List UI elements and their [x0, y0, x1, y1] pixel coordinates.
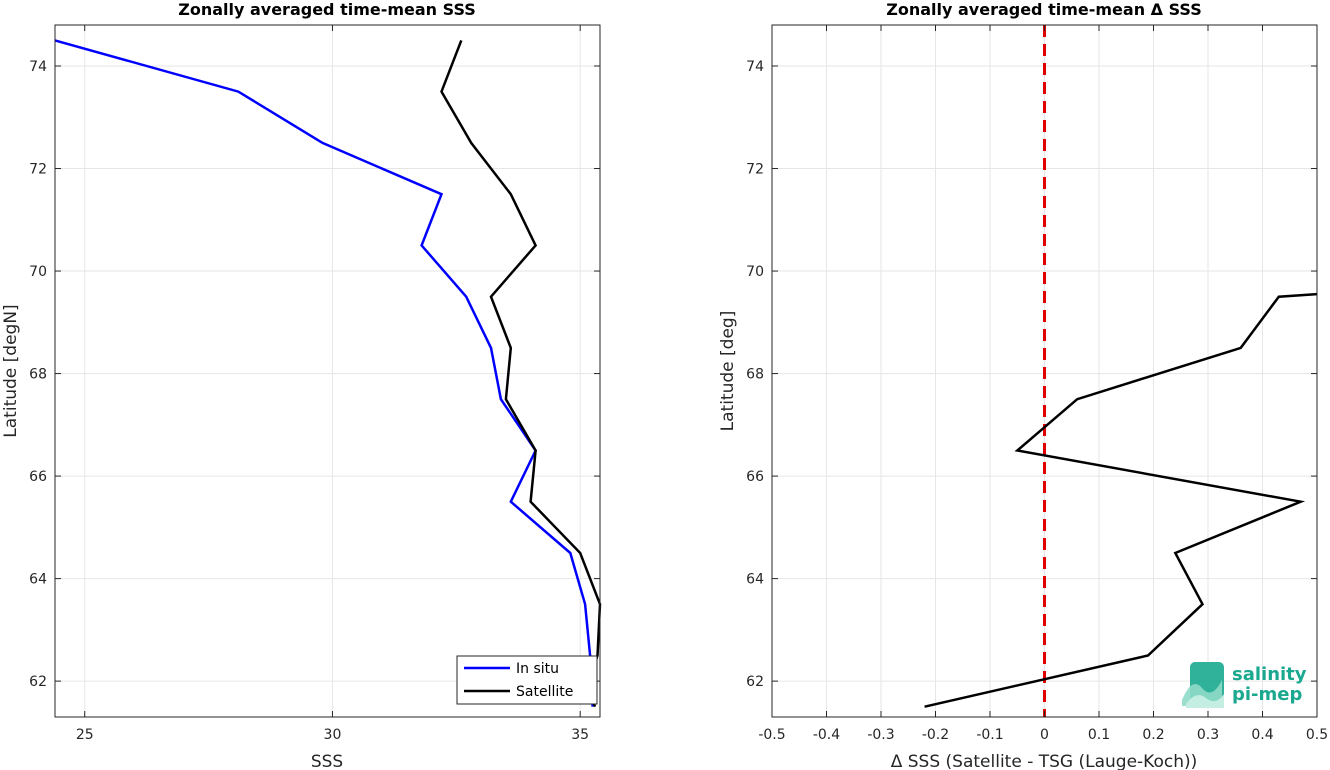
right-y-tick-label: 68: [746, 367, 764, 383]
left-satellite-line: [440, 39, 602, 708]
right-y-tick-label: 74: [746, 59, 764, 75]
logo-text-line2: pi-mep: [1232, 684, 1302, 705]
logo-text-line1: salinity: [1232, 664, 1307, 685]
left-in-situ-line: [54, 39, 594, 707]
right-chart: -0.5 -0.4 -0.3 -0.2 -0.1 0 0.1 0.2 0.3 0.4 0.5 62 64…: [718, 0, 1328, 770]
left-y-tick-label: 70: [29, 264, 47, 280]
right-x-tick-label: -0.5: [758, 727, 785, 743]
left-tick-marks: 25 30 35 62 64 66 68 70 72 74: [29, 25, 600, 743]
right-x-tick-label: 0.5: [1306, 727, 1328, 743]
right-y-tick-label: 72: [746, 162, 764, 178]
left-x-tick-label: 25: [76, 727, 94, 743]
right-x-tick-label: 0.1: [1088, 727, 1110, 743]
right-x-tick-label: -0.4: [813, 727, 840, 743]
left-chart: 25 30 35 62 64 66 68 70 72 74 Zonally averaged ti…: [1, 0, 602, 770]
wave-logo-icon: [1182, 662, 1224, 708]
right-y-tick-label: 62: [746, 674, 764, 690]
right-x-tick-label: 0.2: [1142, 727, 1164, 743]
left-chart-title: Zonally averaged time-mean SSS: [178, 0, 476, 19]
right-series-0-line: [924, 292, 1318, 708]
legend-box: [456, 655, 598, 705]
left-y-tick-label: 66: [29, 469, 47, 485]
legend-satellite-label: Satellite: [516, 684, 573, 700]
left-legend: In situ Satellite: [456, 655, 598, 705]
legend-in-situ-label: In situ: [516, 661, 559, 677]
left-y-tick-label: 74: [29, 59, 47, 75]
right-y-tick-label: 64: [746, 572, 764, 588]
right-x-tick-label: -0.2: [922, 727, 949, 743]
left-y-tick-label: 62: [29, 674, 47, 690]
left-x-tick-label: 30: [324, 727, 342, 743]
right-x-tick-label: 0.4: [1251, 727, 1273, 743]
right-x-tick-label: 0: [1040, 727, 1049, 743]
left-y-tick-label: 72: [29, 162, 47, 178]
right-x-tick-label: -0.1: [976, 727, 1003, 743]
right-tick-marks: -0.5 -0.4 -0.3 -0.2 -0.1 0 0.1 0.2 0.3 0.4 0.5 62 64…: [746, 25, 1328, 743]
left-plot-area: [55, 25, 600, 717]
right-y-tick-label: 70: [746, 264, 764, 280]
right-y-tick-label: 66: [746, 469, 764, 485]
left-y-tick-label: 68: [29, 367, 47, 383]
left-y-axis-label: Latitude [degN]: [1, 304, 21, 437]
left-x-tick-label: 35: [571, 727, 589, 743]
left-x-axis-label: SSS: [311, 752, 343, 770]
left-plot-border: [54, 24, 601, 718]
left-y-tick-label: 64: [29, 572, 47, 588]
right-series-group: [924, 25, 1318, 717]
right-x-tick-label: 0.3: [1197, 727, 1219, 743]
right-y-axis-label: Latitude [deg]: [718, 311, 738, 432]
right-x-axis-label: Δ SSS (Satellite - TSG (Lauge-Koch)): [891, 752, 1198, 770]
salinity-pi-mep-logo: salinity pi-mep: [1182, 662, 1307, 708]
left-series-group: [54, 39, 602, 708]
right-chart-title: Zonally averaged time-mean Δ SSS: [886, 0, 1202, 19]
left-grid: [55, 25, 600, 717]
right-x-tick-label: -0.3: [867, 727, 894, 743]
